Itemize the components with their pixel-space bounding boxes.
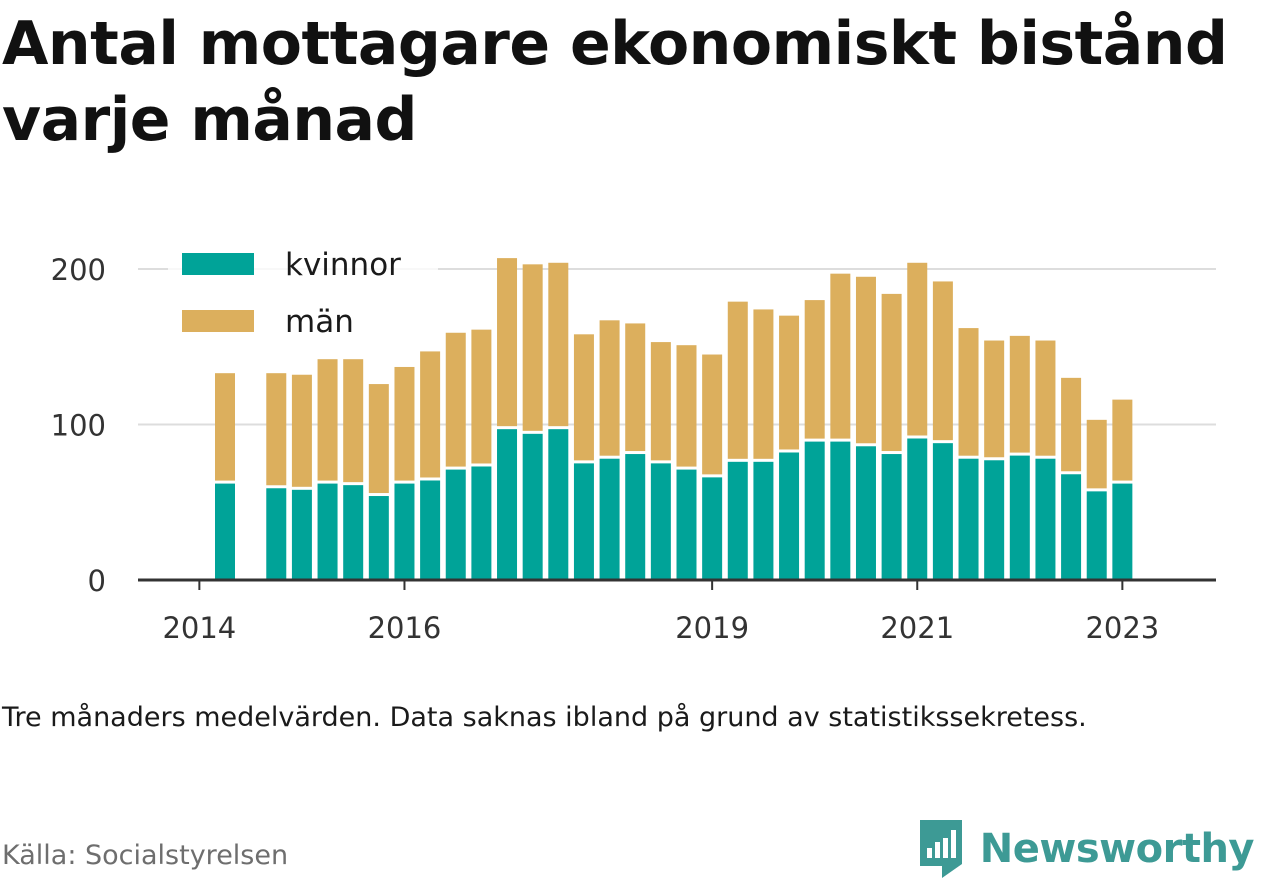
bar-man: [932, 281, 953, 441]
bar-kvinnor: [881, 454, 902, 580]
legend-swatch-kvinnor: [182, 253, 254, 275]
x-tick-label: 2021: [880, 611, 954, 645]
bar-man: [420, 351, 441, 478]
bar-kvinnor: [215, 483, 235, 580]
x-tick-label: 2014: [162, 611, 236, 645]
bar-kvinnor: [420, 480, 441, 580]
bar-kvinnor: [394, 483, 415, 580]
x-tick-label: 2019: [675, 611, 749, 645]
bar-man: [984, 340, 1005, 458]
bar-man: [573, 334, 594, 461]
bar-man: [215, 373, 235, 481]
bar-kvinnor: [1086, 491, 1107, 580]
bar-man: [753, 309, 774, 459]
bar-man: [804, 300, 825, 439]
bar-kvinnor: [343, 485, 364, 580]
bar-man: [907, 262, 928, 436]
y-tick-label: 100: [51, 409, 106, 443]
bar-kvinnor: [599, 458, 620, 580]
bar-kvinnor: [317, 483, 338, 580]
bar-kvinnor: [753, 461, 774, 580]
bar-kvinnor: [1112, 483, 1133, 580]
bar-kvinnor: [702, 477, 723, 580]
y-tick-label: 200: [51, 253, 106, 287]
bar-man: [958, 328, 979, 456]
bar-man: [497, 258, 518, 427]
bar-man: [599, 320, 620, 456]
bar-kvinnor: [984, 460, 1005, 580]
x-tick-label: 2023: [1085, 611, 1159, 645]
bar-man: [1009, 335, 1030, 453]
bar-kvinnor: [830, 441, 851, 580]
legend-swatch-man: [182, 310, 254, 332]
legend-label-kvinnor: kvinnor: [285, 247, 401, 283]
legend-label-man: män: [285, 304, 354, 340]
bar-chart: 0 100 200 2014 2016 2019 2021 2023 kvinnor män: [51, 237, 1216, 645]
bar-man: [676, 345, 697, 467]
brand-logo: Newsworthy: [916, 818, 1255, 880]
bar-man: [266, 373, 287, 486]
bar-man: [625, 323, 646, 452]
bar-kvinnor: [548, 429, 569, 580]
bar-kvinnor: [266, 488, 287, 580]
bar-kvinnor: [804, 441, 825, 580]
bar-kvinnor: [471, 466, 492, 580]
bar-kvinnor: [573, 463, 594, 580]
brand-name: Newsworthy: [979, 826, 1255, 872]
bar-kvinnor: [497, 429, 518, 580]
bar-kvinnor: [1035, 458, 1056, 580]
bar-kvinnor: [727, 461, 748, 580]
bar-man: [1061, 377, 1082, 472]
newsworthy-logo-icon: [919, 820, 962, 878]
x-tick-label: 2016: [368, 611, 442, 645]
bar-kvinnor: [650, 463, 671, 580]
bar-man: [471, 329, 492, 464]
bar-kvinnor: [522, 433, 543, 580]
bar-man: [855, 276, 876, 444]
bar-man: [317, 359, 338, 481]
source-text: Källa: Socialstyrelsen: [2, 840, 289, 871]
bar-kvinnor: [1009, 455, 1030, 580]
bar-man: [522, 264, 543, 431]
bar-man: [779, 315, 800, 450]
bar-man: [881, 293, 902, 452]
bar-man: [830, 273, 851, 439]
bar-man: [368, 384, 389, 494]
bar-kvinnor: [932, 443, 953, 580]
bar-kvinnor: [907, 438, 928, 580]
bar-man: [1112, 399, 1133, 481]
bar-kvinnor: [625, 454, 646, 580]
bar-man: [727, 301, 748, 459]
y-tick-label: 0: [88, 564, 106, 598]
chart-title: Antal mottagare ekonomiskt bistånd varje…: [2, 9, 1228, 155]
bar-man: [1086, 419, 1107, 489]
bar-man: [291, 374, 312, 487]
bar-kvinnor: [445, 469, 466, 580]
bar-kvinnor: [1061, 474, 1082, 580]
bar-man: [548, 262, 569, 427]
bar-kvinnor: [368, 496, 389, 580]
bar-man: [343, 359, 364, 483]
bar-man: [1035, 340, 1056, 456]
bar-man: [445, 332, 466, 467]
bar-kvinnor: [676, 469, 697, 580]
bar-kvinnor: [291, 489, 312, 580]
bar-kvinnor: [779, 452, 800, 580]
chart-note: Tre månaders medelvärden. Data saknas ib…: [2, 702, 1087, 733]
bar-man: [650, 342, 671, 461]
bar-kvinnor: [958, 458, 979, 580]
bar-kvinnor: [855, 446, 876, 580]
bar-man: [394, 366, 415, 481]
bar-man: [702, 354, 723, 475]
